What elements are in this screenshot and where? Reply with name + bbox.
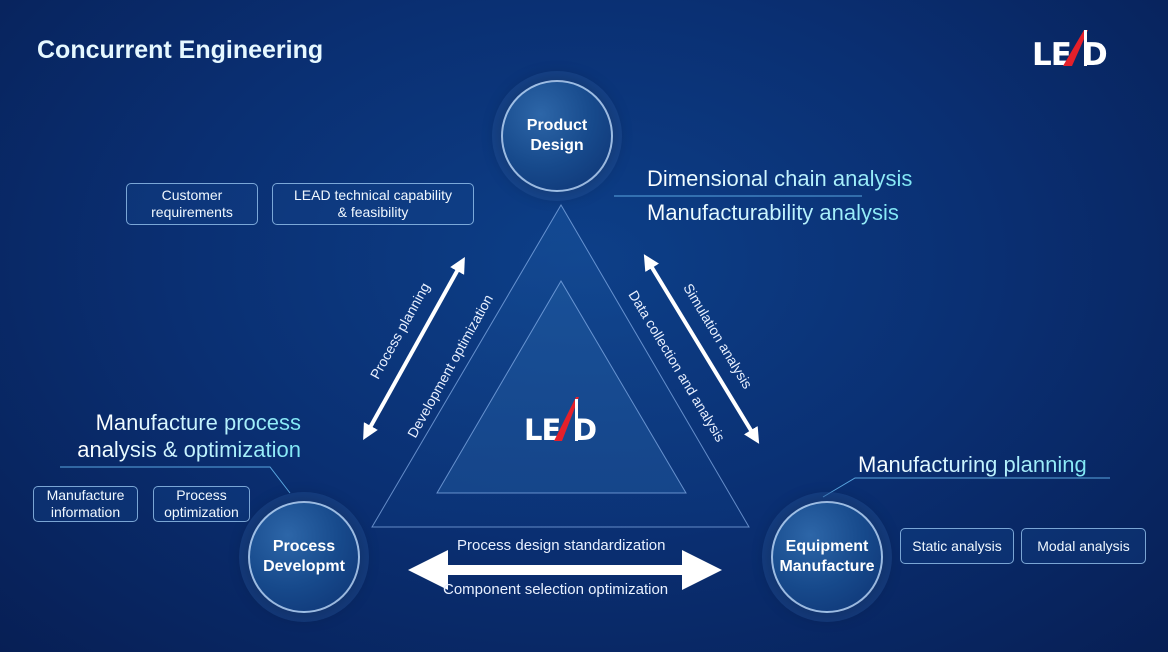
product-note-1: Dimensional chain analysis — [647, 166, 913, 191]
label-process-design-standardization: Process design standardization — [457, 537, 666, 554]
customer-requirements-box: Customer requirements — [126, 183, 258, 225]
svg-text:LE: LE — [524, 413, 560, 447]
node-label: Process Developmt — [263, 538, 345, 575]
label-component-selection: Component selection optimization — [443, 581, 669, 598]
process-optimization-box: Process optimization — [153, 486, 250, 522]
product-note-2: Manufacturability analysis — [647, 200, 899, 225]
node-equipment-manufacture: Equipment Manufacture — [771, 501, 883, 613]
node-product-design: Product Design — [501, 80, 613, 192]
inner-triangle — [436, 280, 687, 494]
process-note-2: analysis & optimization — [77, 437, 301, 462]
node-label: Equipment Manufacture — [779, 538, 875, 575]
center-logo: LE D — [524, 397, 597, 447]
process-note-1: Manufacture process — [95, 410, 301, 435]
left-double-arrow — [363, 257, 465, 440]
modal-analysis-box: Modal analysis — [1021, 528, 1146, 564]
svg-text:LE: LE — [1032, 37, 1071, 72]
right-double-arrow — [643, 254, 760, 444]
equipment-note: Manufacturing planning — [858, 452, 1087, 477]
page-title: Concurrent Engineering — [37, 36, 324, 64]
static-analysis-box: Static analysis — [900, 528, 1014, 564]
manufacture-information-box: Manufacture information — [33, 486, 138, 522]
lead-technical-box: LEAD technical capability & feasibility — [272, 183, 474, 225]
equipment-leader-line — [822, 477, 1110, 498]
node-process-development: Process Developmt — [248, 501, 360, 613]
node-label: Product Design — [526, 117, 588, 154]
process-leader-line — [60, 466, 291, 494]
